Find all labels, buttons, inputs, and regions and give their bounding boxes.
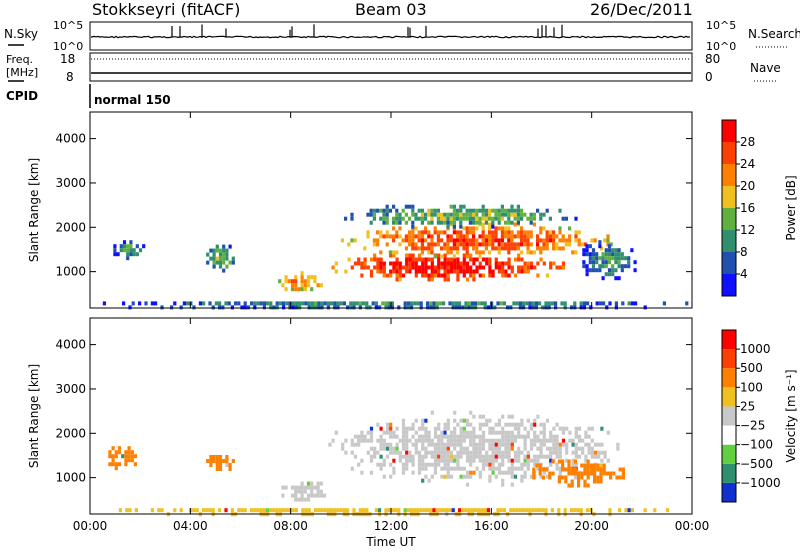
date-title: 26/Dec/2011: [590, 0, 693, 19]
velocity-panel-ytick-label: 4000: [55, 338, 86, 352]
velocity-panel-colorbar-tick: 25: [740, 399, 755, 413]
velocity-panel-colorbar-swatch: [722, 406, 736, 426]
velocity-panel-colorbar-tick: 500: [740, 361, 763, 375]
velocity-panel-xlabel: Time UT: [365, 535, 416, 549]
power-panel-echo-region: [582, 240, 637, 281]
power-panel-ytick-label: 1000: [55, 265, 86, 279]
velocity-panel-xtick-label: 20:00: [574, 519, 609, 533]
velocity-panel-xtick-label: 12:00: [374, 519, 409, 533]
power-panel-colorbar-swatch: [722, 230, 736, 252]
velocity-panel-colorbar-tick: 1000: [740, 342, 771, 356]
velocity-panel-echo-region: [108, 446, 137, 471]
velocity-panel-colorbar-swatch: [722, 463, 736, 483]
power-panel-echo-region: [206, 244, 235, 273]
power-panel-colorbar-swatch: [722, 120, 736, 142]
power-panel-colorbar-swatch: [722, 274, 736, 296]
velocity-panel-colorbar-tick: −500: [740, 457, 773, 471]
velocity-panel-colorbar-frame: [721, 329, 737, 503]
power-panel-colorbar-swatch: [722, 164, 736, 186]
velocity-panel-ytick-label: 2000: [55, 426, 86, 440]
power-panel-echo-region: [340, 222, 613, 259]
velocity-panel-colorbar-tick: −1000: [740, 476, 781, 490]
nsearch-tick-bottom: 10^0: [706, 40, 736, 53]
power-panel-colorbar-tick: 20: [740, 179, 755, 193]
velocity-panel-ytick-label: 3000: [55, 382, 86, 396]
velocity-panel-colorbar-swatch: [722, 368, 736, 388]
velocity-panel-echo-region: [532, 459, 625, 488]
beam-title: Beam 03: [355, 0, 427, 19]
nsearch-tick-top: 10^5: [706, 19, 736, 32]
velocity-panel-xtick-label: 00:00: [675, 519, 710, 533]
nave-tick-top: 80: [705, 52, 720, 66]
velocity-panel: 1000 2000 3000 4000 Slant Range [km] 00:00 04:…: [27, 317, 798, 549]
velocity-panel-ytick-label: 1000: [55, 471, 86, 485]
velocity-panel-colorbar-swatch: [722, 387, 736, 407]
power-panel-colorbar-label: Power [dB]: [784, 175, 798, 240]
power-panel-echo-region: [278, 271, 323, 292]
power-panel-echo-region: [113, 240, 146, 261]
velocity-panel-colorbar-swatch: [722, 349, 736, 369]
freq-panel: [89, 52, 693, 82]
velocity-panel-colorbar-swatch: [722, 444, 736, 464]
velocity-panel-xtick-label: 16:00: [474, 519, 509, 533]
cpid-label: CPID: [6, 89, 38, 103]
nsky-series: [91, 24, 691, 39]
velocity-panel-echo-region: [118, 508, 670, 517]
velocity-panel-echo-region: [281, 481, 327, 502]
power-panel-colorbar-tick: 24: [740, 157, 755, 171]
power-panel-ytick-label: 4000: [55, 132, 86, 146]
velocity-panel-echo-region: [206, 455, 235, 471]
nsky-tick-bottom: 10^0: [53, 40, 83, 53]
freq-tick-bottom: 8: [66, 70, 74, 84]
velocity-panel-colorbar-tick: −100: [740, 438, 773, 452]
velocity-panel-xtick-label: 08:00: [273, 519, 308, 533]
power-panel-ytick-label: 2000: [55, 220, 86, 234]
nave-tick-bottom: 0: [705, 70, 713, 84]
freq-tick-top: 18: [60, 52, 75, 66]
power-panel-colorbar-tick: 12: [740, 223, 755, 237]
cpid-value: normal 150: [94, 93, 171, 107]
velocity-panel-frame: [89, 317, 693, 515]
power-panel-colorbar-tick: 16: [740, 201, 755, 215]
nsearch-label: N.Search: [748, 27, 800, 41]
velocity-panel-colorbar-tick: −25: [740, 419, 765, 433]
nsky-panel: [89, 21, 693, 51]
power-panel-colorbar-swatch: [722, 142, 736, 164]
power-panel-colorbar-swatch: [722, 208, 736, 230]
freq-label-2: [MHz]: [6, 66, 38, 79]
nave-label: Nave: [750, 61, 781, 75]
power-panel-ytick-label: 3000: [55, 176, 86, 190]
velocity-panel-colorbar-swatch: [722, 425, 736, 445]
station-title: Stokkseyri (fitACF): [92, 0, 240, 19]
power-panel-ylabel: Slant Range [km]: [27, 158, 41, 262]
power-panel-colorbar-tick: 4: [740, 267, 748, 281]
velocity-panel-ylabel: Slant Range [km]: [27, 364, 41, 468]
power-panel-echo-region: [102, 301, 689, 310]
velocity-panel-xtick-label: 00:00: [73, 519, 108, 533]
velocity-panel-colorbar-swatch: [722, 482, 736, 502]
velocity-panel-colorbar-swatch: [722, 330, 736, 350]
power-panel-colorbar-swatch: [722, 252, 736, 274]
power-panel-colorbar-tick: 28: [740, 135, 755, 149]
power-panel-colorbar-swatch: [722, 186, 736, 208]
nsky-label: N.Sky: [4, 27, 38, 41]
velocity-panel-xtick-label: 04:00: [173, 519, 208, 533]
velocity-panel-colorbar-label: Velocity [m s⁻¹]: [784, 369, 798, 462]
power-panel: 1000 2000 3000 4000 Slant Range [km] 4 8 12 16 20…: [27, 111, 798, 310]
velocity-panel-colorbar-tick: 100: [740, 380, 763, 394]
nsky-tick-top: 10^5: [53, 19, 83, 32]
power-panel-echo-region: [344, 204, 578, 229]
velocity-panel-echo-region: [328, 410, 620, 487]
power-panel-colorbar-tick: 8: [740, 245, 748, 259]
power-panel-echo-region: [331, 253, 566, 282]
freq-label-1: Freq.: [6, 53, 33, 66]
